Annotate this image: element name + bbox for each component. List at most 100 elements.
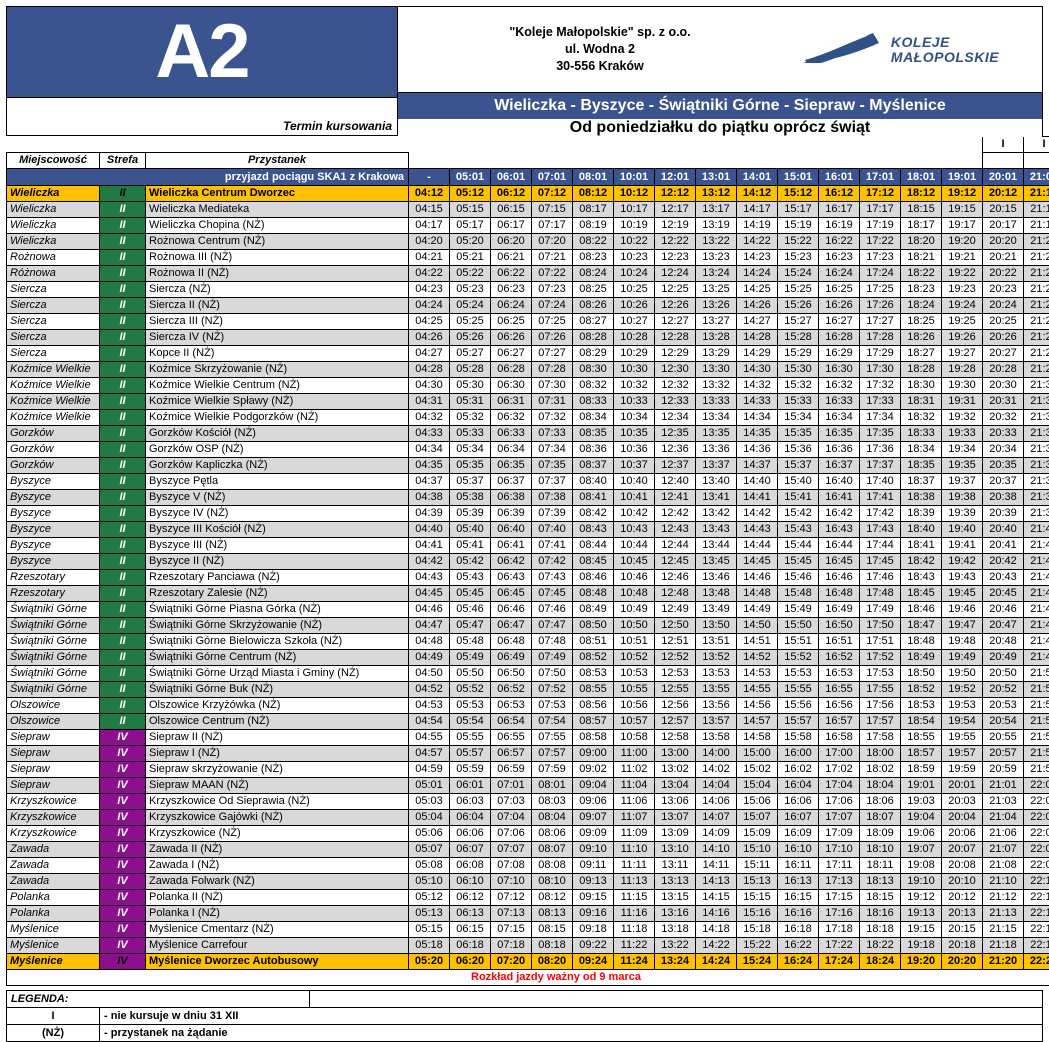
cell-time-15: 21:30: [1024, 378, 1049, 394]
cell-time-9: 16:22: [778, 938, 819, 954]
ska1-time-3: 07:01: [532, 169, 573, 186]
cell-time-1: 06:10: [450, 874, 491, 890]
cell-miejscowosc: Koźmice Wielkie: [7, 410, 100, 426]
cell-time-8: 14:33: [737, 394, 778, 410]
cell-time-0: 04:20: [409, 234, 450, 250]
cell-time-2: 06:46: [491, 602, 532, 618]
cell-time-12: 19:20: [901, 954, 942, 970]
cell-time-10: 16:42: [819, 506, 860, 522]
cell-time-13: 19:25: [942, 314, 983, 330]
cell-time-7: 13:58: [696, 730, 737, 746]
timetable: IIIMiejscowośćStrefaPrzystanekprzyjazd p…: [6, 136, 1049, 986]
cell-time-5: 10:49: [614, 602, 655, 618]
cell-time-8: 14:26: [737, 298, 778, 314]
cell-time-4: 08:53: [573, 666, 614, 682]
ska1-label: przyjazd pociągu SKA1 z Krakowa: [7, 169, 409, 186]
cell-time-4: 09:18: [573, 922, 614, 938]
cell-time-11: 18:18: [860, 922, 901, 938]
cell-strefa: II: [100, 538, 146, 554]
cell-time-4: 08:24: [573, 266, 614, 282]
cell-time-11: 17:12: [860, 186, 901, 202]
cell-przystanek: Świątniki Górne Centrum (NŻ): [146, 650, 409, 666]
cell-time-14: 20:53: [983, 698, 1024, 714]
cell-time-8: 15:13: [737, 874, 778, 890]
cell-time-14: 21:12: [983, 890, 1024, 906]
cell-time-7: 13:19: [696, 218, 737, 234]
cell-przystanek: Polanka I (NŻ): [146, 906, 409, 922]
cell-time-15: 21:48: [1024, 634, 1049, 650]
cell-time-12: 18:23: [901, 282, 942, 298]
cell-time-14: 21:06: [983, 826, 1024, 842]
cell-time-2: 06:22: [491, 266, 532, 282]
cell-time-1: 05:55: [450, 730, 491, 746]
cell-time-2: 07:13: [491, 906, 532, 922]
cell-time-6: 13:13: [655, 874, 696, 890]
cell-time-13: 20:04: [942, 810, 983, 826]
cell-time-5: 10:34: [614, 410, 655, 426]
cell-time-0: 05:12: [409, 890, 450, 906]
cell-miejscowosc: Olszowice: [7, 714, 100, 730]
spacer-cell: [7, 137, 409, 153]
cell-time-4: 08:48: [573, 586, 614, 602]
cell-time-3: 07:21: [532, 250, 573, 266]
cell-miejscowosc: Wieliczka: [7, 202, 100, 218]
cell-time-0: 05:15: [409, 922, 450, 938]
cell-time-7: 14:00: [696, 746, 737, 762]
cell-time-10: 16:57: [819, 714, 860, 730]
cell-przystanek: Świątniki Górne Urząd Miasta i Gminy (NŻ…: [146, 666, 409, 682]
cell-time-5: 11:24: [614, 954, 655, 970]
cell-miejscowosc: Świątniki Górne: [7, 666, 100, 682]
cell-time-5: 10:52: [614, 650, 655, 666]
cell-time-5: 11:09: [614, 826, 655, 842]
validity-note-row: Rozkład jazdy ważny od 9 marca: [7, 970, 1049, 986]
cell-time-14: 20:12: [983, 186, 1024, 202]
cell-time-11: 17:46: [860, 570, 901, 586]
cell-time-12: 18:30: [901, 378, 942, 394]
cell-time-14: 20:41: [983, 538, 1024, 554]
cell-time-13: 20:06: [942, 826, 983, 842]
cell-time-11: 17:42: [860, 506, 901, 522]
cell-time-10: 16:35: [819, 426, 860, 442]
cell-time-7: 14:04: [696, 778, 737, 794]
cell-time-9: 15:43: [778, 522, 819, 538]
cell-time-11: 17:34: [860, 410, 901, 426]
cell-time-2: 06:33: [491, 426, 532, 442]
cell-time-12: 18:52: [901, 682, 942, 698]
cell-time-8: 14:32: [737, 378, 778, 394]
cell-time-10: 16:44: [819, 538, 860, 554]
cell-time-1: 05:43: [450, 570, 491, 586]
cell-time-0: 04:25: [409, 314, 450, 330]
cell-miejscowosc: Polanka: [7, 890, 100, 906]
cell-time-11: 17:33: [860, 394, 901, 410]
validity-text: Od poniedziałku do piątku oprócz świąt: [398, 119, 1042, 137]
cell-time-9: 15:53: [778, 666, 819, 682]
company-street: ul. Wodna 2: [428, 41, 772, 58]
cell-time-10: 16:17: [819, 202, 860, 218]
ska1-time-5: 10:01: [614, 169, 655, 186]
cell-time-4: 08:51: [573, 634, 614, 650]
cell-time-4: 08:27: [573, 314, 614, 330]
cell-time-10: 16:25: [819, 282, 860, 298]
cell-time-7: 13:40: [696, 474, 737, 490]
cell-time-14: 20:40: [983, 522, 1024, 538]
cell-time-0: 04:33: [409, 426, 450, 442]
cell-time-5: 10:28: [614, 330, 655, 346]
cell-miejscowosc: Byszyce: [7, 554, 100, 570]
trip-mark-11: [860, 137, 901, 153]
cell-time-11: 17:24: [860, 266, 901, 282]
cell-strefa: IV: [100, 858, 146, 874]
cell-time-1: 05:33: [450, 426, 491, 442]
cell-strefa: II: [100, 298, 146, 314]
cell-time-10: 16:37: [819, 458, 860, 474]
cell-time-13: 19:22: [942, 266, 983, 282]
cell-miejscowosc: Zawada: [7, 842, 100, 858]
cell-miejscowosc: Siercza: [7, 314, 100, 330]
cell-time-3: 07:41: [532, 538, 573, 554]
cell-time-13: 20:13: [942, 906, 983, 922]
